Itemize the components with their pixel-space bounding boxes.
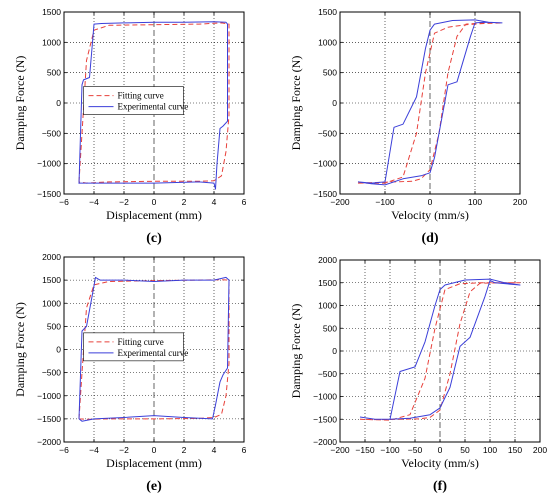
- chart-panel-4: −2000−1500−1000−5000500100015002000−200−…: [289, 255, 547, 494]
- panel-label: (d): [421, 231, 438, 246]
- x-tick-label: 2: [182, 197, 187, 207]
- y-tick-label: −1500: [37, 189, 61, 199]
- experimental-curve-line: [357, 19, 503, 186]
- y-axis-label: Damping Force (N): [13, 302, 27, 397]
- panel-label: (f): [433, 479, 447, 494]
- x-tick-label: 0: [438, 445, 443, 455]
- x-tick-label: 150: [508, 445, 522, 455]
- y-tick-label: −1000: [313, 159, 337, 169]
- y-tick-label: −500: [42, 368, 61, 378]
- x-tick-label: 200: [513, 197, 527, 207]
- y-tick-label: 1000: [42, 37, 61, 47]
- y-tick-label: 0: [332, 98, 337, 108]
- y-tick-label: −2000: [37, 437, 61, 447]
- x-tick-label: 200: [533, 445, 547, 455]
- x-tick-label: −150: [355, 445, 374, 455]
- x-axis-label: Displacement (mm): [106, 456, 202, 470]
- x-axis-label: Velocity (mm/s): [391, 208, 469, 222]
- fitting-curve-line: [357, 22, 503, 184]
- y-tick-label: −500: [318, 128, 337, 138]
- x-tick-label: 100: [468, 197, 482, 207]
- x-axis-label: Displacement (mm): [106, 208, 202, 222]
- y-tick-label: 1500: [42, 275, 61, 285]
- y-tick-label: 1500: [42, 7, 61, 17]
- y-tick-label: 0: [332, 346, 337, 356]
- legend-box: [83, 332, 184, 362]
- x-tick-label: −200: [330, 197, 349, 207]
- legend-label-fitting: Fitting curve: [118, 337, 164, 347]
- x-tick-label: 6: [242, 445, 247, 455]
- y-tick-label: −1500: [313, 189, 337, 199]
- chart-panel-3: −2000 −1500 −1000 −500 0 500 1000 1500 2000 −6 −4 −…: [13, 252, 247, 494]
- y-tick-label: 1000: [318, 301, 337, 311]
- legend-box: [83, 86, 184, 115]
- legend-label-experimental: Experimental curve: [118, 348, 189, 358]
- legend-label-experimental: Experimental curve: [118, 102, 189, 112]
- y-tick-label: 1500: [318, 7, 337, 17]
- x-tick-label: −50: [408, 445, 423, 455]
- x-axis-label: Velocity (mm/s): [401, 456, 479, 470]
- x-tick-label: 50: [460, 445, 470, 455]
- x-tick-label: −200: [330, 445, 349, 455]
- y-tick-label: 0: [56, 98, 61, 108]
- x-tick-label: −100: [375, 197, 394, 207]
- x-tick-label: −100: [380, 445, 399, 455]
- x-tick-label: 0: [428, 197, 433, 207]
- y-tick-label: 1000: [42, 298, 61, 308]
- y-tick-label: −2000: [313, 437, 337, 447]
- x-tick-label: 0: [152, 197, 157, 207]
- y-tick-label: 1000: [318, 37, 337, 47]
- panel-label: (c): [146, 231, 162, 246]
- x-tick-label: −4: [89, 197, 99, 207]
- x-tick-label: −6: [59, 445, 69, 455]
- panel-label: (e): [146, 479, 162, 494]
- chart-panel-1: −1500 −1000 −500 0 500 1000 1500 −6 −4 −2 0 2 4 6 Disp…: [13, 7, 247, 246]
- x-tick-label: 4: [212, 445, 217, 455]
- y-tick-label: 1500: [318, 278, 337, 288]
- y-tick-label: 0: [56, 345, 61, 355]
- x-tick-label: −2: [119, 445, 129, 455]
- x-tick-label: −6: [59, 197, 69, 207]
- y-axis-label: Damping Force (N): [13, 56, 27, 151]
- y-tick-label: 500: [47, 68, 61, 78]
- x-tick-label: 6: [242, 197, 247, 207]
- y-tick-label: −500: [318, 369, 337, 379]
- y-tick-label: 2000: [318, 255, 337, 265]
- y-tick-label: −1500: [37, 414, 61, 424]
- x-tick-label: −2: [119, 197, 129, 207]
- fitting-curve-line: [78, 279, 230, 420]
- y-tick-label: −500: [42, 128, 61, 138]
- y-tick-label: −1000: [313, 392, 337, 402]
- y-tick-label: −1000: [37, 391, 61, 401]
- legend-label-fitting: Fitting curve: [118, 91, 164, 101]
- y-tick-label: 500: [323, 323, 337, 333]
- y-tick-label: 2000: [42, 252, 61, 262]
- y-tick-label: 500: [323, 68, 337, 78]
- experimental-curve-line: [78, 276, 230, 422]
- experimental-curve-line: [359, 278, 521, 420]
- x-tick-label: 2: [182, 445, 187, 455]
- x-tick-label: 4: [212, 197, 217, 207]
- y-tick-label: −1000: [37, 159, 61, 169]
- y-tick-label: −1500: [313, 414, 337, 424]
- x-tick-label: 100: [483, 445, 497, 455]
- fitting-curve-line: [359, 282, 521, 421]
- experimental-curve-line: [78, 21, 228, 190]
- y-axis-label: Damping Force (N): [289, 56, 303, 151]
- x-tick-label: 0: [152, 445, 157, 455]
- y-axis-label: Damping Force (N): [289, 304, 303, 399]
- y-tick-label: 500: [47, 321, 61, 331]
- x-tick-label: −4: [89, 445, 99, 455]
